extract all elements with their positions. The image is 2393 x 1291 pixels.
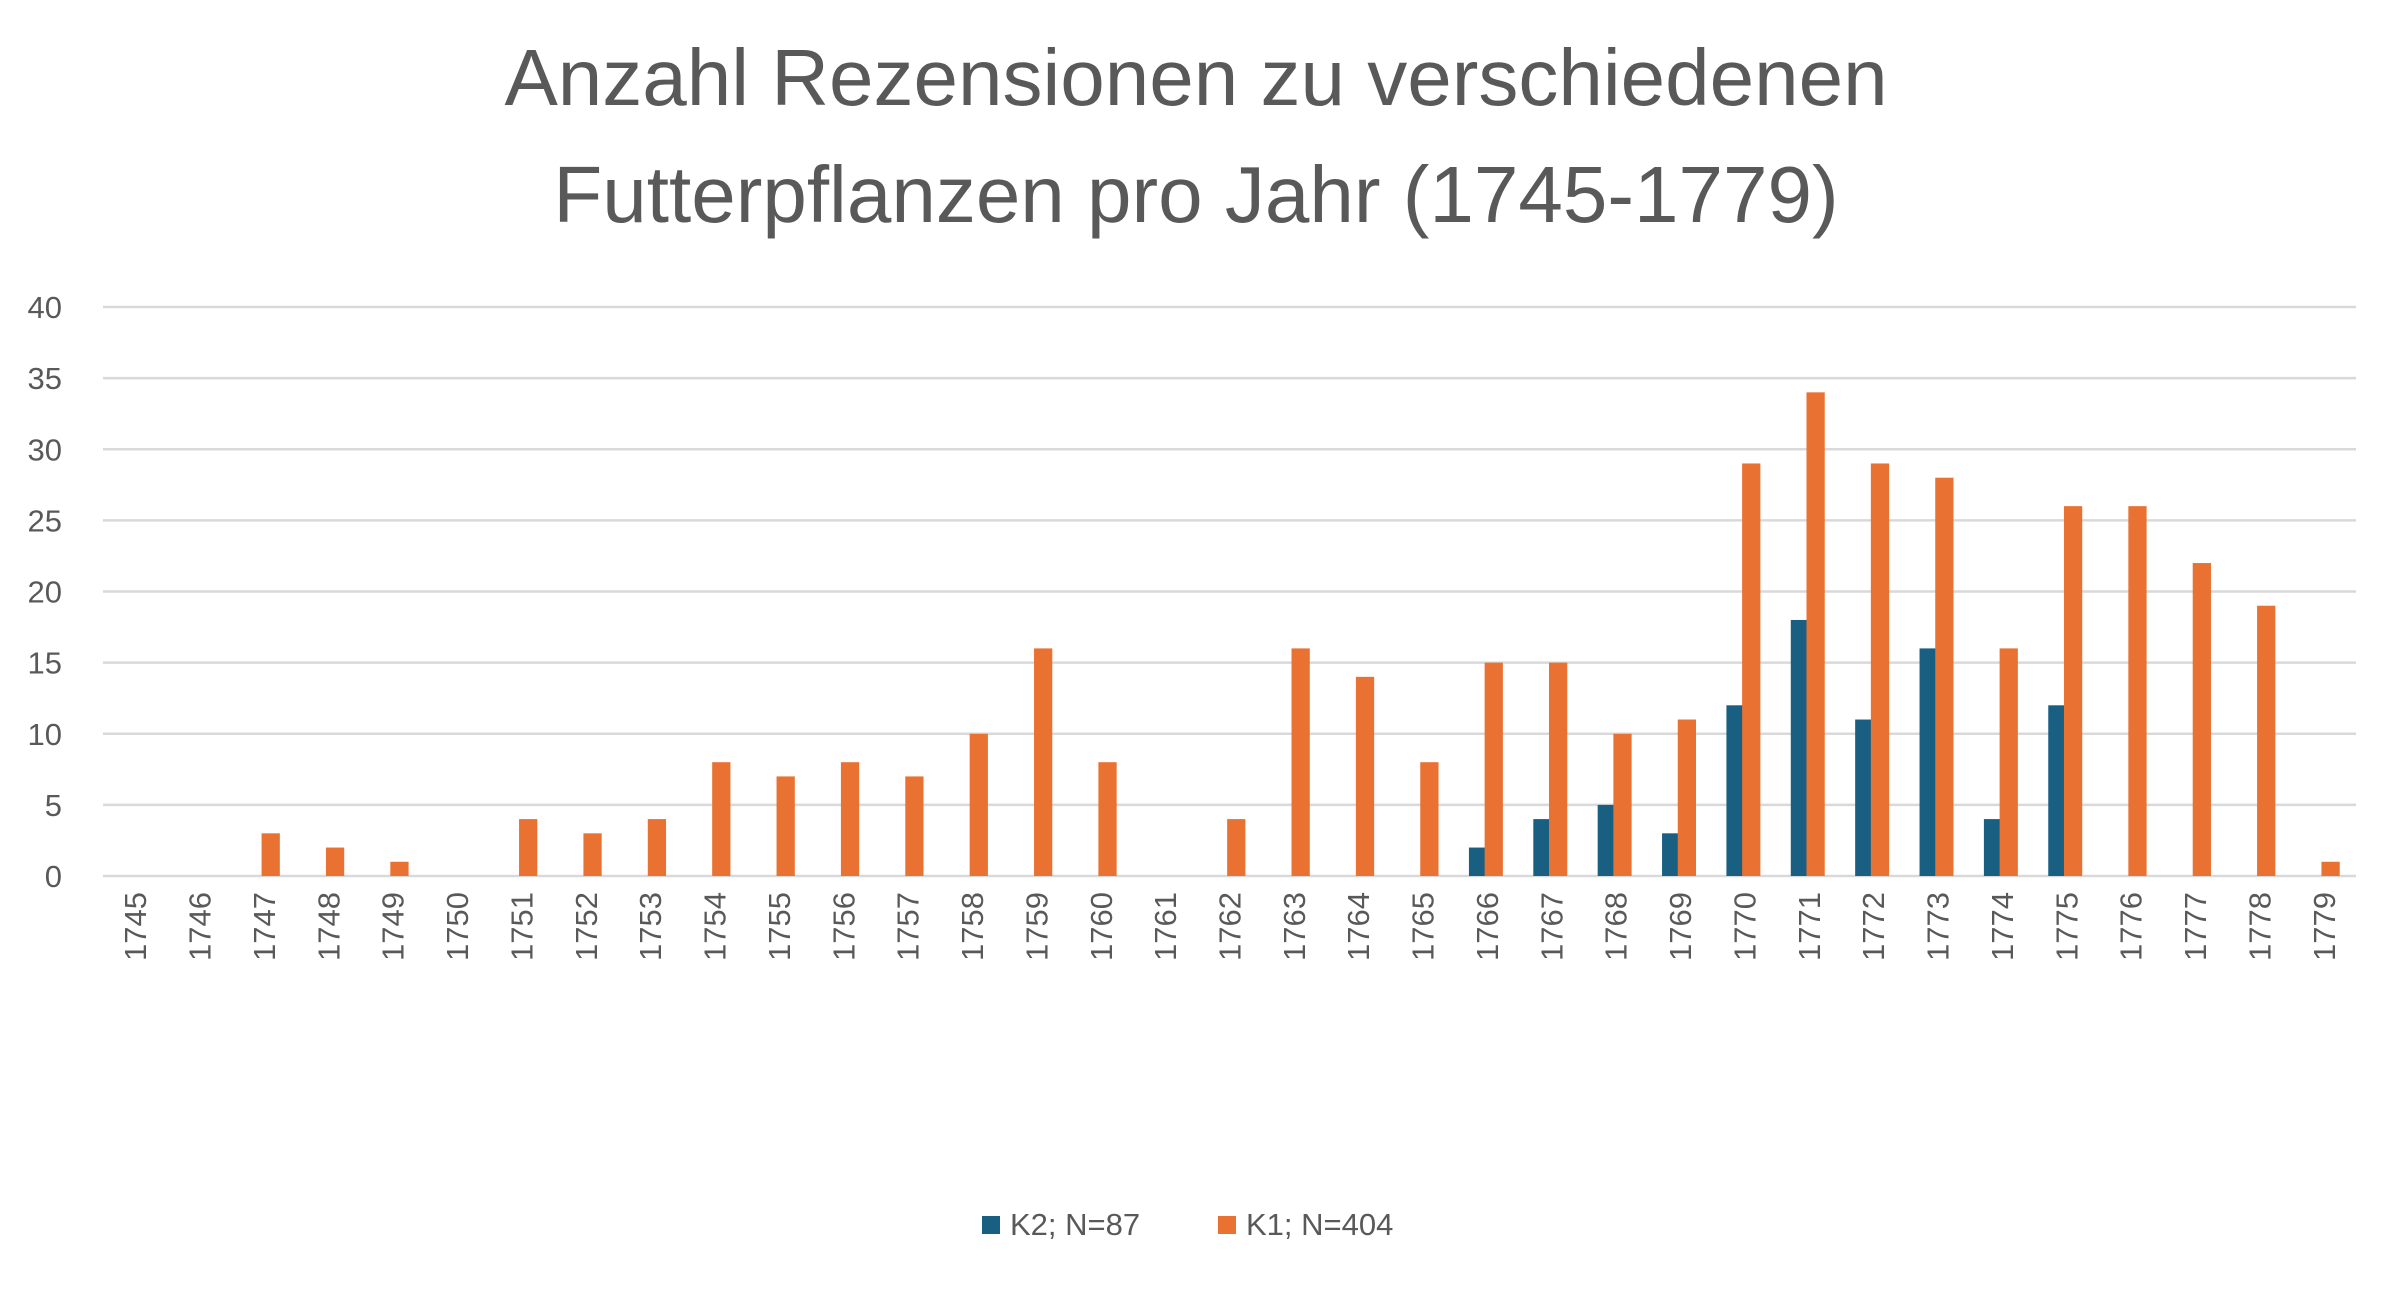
bar-k2 [1468, 847, 1488, 876]
x-axis-ticks: 1745 1746 1747 1748 1749 1750 1751 1752 1753 1754… [118, 892, 2342, 961]
y-tick-label: 40 [28, 290, 62, 325]
x-tick-label: 1774 [1985, 892, 2020, 961]
chart-title-line-2: Futterpflanzen pro Jahr (1745-1779) [553, 150, 1838, 239]
x-tick-label: 1746 [183, 892, 218, 961]
x-tick-label: 1750 [440, 892, 475, 961]
x-tick-label: 1749 [376, 892, 411, 961]
x-tick-label: 1772 [1856, 892, 1891, 961]
bar-k1 [776, 776, 795, 876]
x-tick-label: 1779 [2307, 892, 2342, 961]
legend-swatch [982, 1216, 1000, 1234]
y-tick-label: 25 [28, 503, 62, 538]
legend-label: K2; N=87 [1010, 1207, 1140, 1242]
bar-k1 [2192, 563, 2211, 876]
bar-k2 [1919, 648, 1938, 876]
x-tick-label: 1764 [1341, 892, 1376, 961]
bar-k1 [261, 833, 280, 876]
y-tick-label: 10 [28, 717, 62, 752]
bar-k1 [969, 733, 988, 876]
y-tick-label: 35 [28, 361, 62, 396]
x-tick-label: 1756 [826, 892, 861, 961]
y-tick-label: 15 [28, 646, 62, 681]
bar-k2 [1597, 804, 1616, 876]
x-tick-label: 1745 [118, 892, 153, 961]
bar-k1 [2128, 506, 2147, 876]
bar-k1 [1870, 463, 1890, 876]
bar-k1 [712, 762, 731, 876]
bar-k2 [2048, 705, 2067, 876]
bar-k1 [519, 819, 538, 876]
bar-k1 [647, 819, 667, 876]
bar-k1 [2321, 861, 2340, 876]
bar-k1 [583, 833, 602, 876]
y-tick-label: 30 [28, 432, 62, 467]
x-tick-label: 1759 [1019, 892, 1054, 961]
bar-k1 [390, 861, 409, 876]
bar-k2 [1790, 619, 1810, 876]
x-tick-label: 1763 [1277, 892, 1312, 961]
x-tick-label: 1776 [2114, 892, 2149, 961]
legend-label: K1; N=404 [1246, 1207, 1393, 1242]
bar-k2 [1726, 705, 1745, 876]
bar-k1 [1098, 762, 1117, 876]
x-tick-label: 1778 [2242, 892, 2277, 961]
x-tick-label: 1752 [569, 892, 604, 961]
x-tick-label: 1755 [762, 892, 797, 961]
x-tick-label: 1773 [1921, 892, 1956, 961]
bar-k1 [1291, 648, 1310, 876]
bar-k2 [1855, 719, 1874, 876]
bar-k1 [1935, 477, 1954, 876]
chart-title-line-1: Anzahl Rezensionen zu verschiedenen [504, 33, 1887, 122]
legend: K2; N=87 K1; N=404 [982, 1207, 1393, 1242]
x-tick-label: 1748 [311, 892, 346, 961]
bar-k2 [1983, 819, 2003, 876]
x-tick-label: 1768 [1599, 892, 1634, 961]
bar-k2 [1533, 819, 1552, 876]
bar-k1 [1420, 762, 1439, 876]
bar-k1 [2063, 506, 2083, 876]
x-tick-label: 1771 [1792, 892, 1827, 961]
x-tick-label: 1761 [1148, 892, 1183, 961]
gridlines [103, 305, 2356, 878]
x-tick-label: 1770 [1727, 892, 1762, 961]
y-tick-label: 20 [28, 575, 62, 610]
bar-k1 [840, 762, 860, 876]
x-tick-label: 1754 [698, 892, 733, 961]
bar-k1 [1484, 662, 1503, 876]
x-tick-label: 1747 [247, 892, 282, 961]
x-tick-label: 1767 [1534, 892, 1569, 961]
bar-k1 [1806, 392, 1825, 876]
x-tick-label: 1765 [1406, 892, 1441, 961]
y-axis-ticks: 0 5 10 15 20 25 30 35 40 [28, 290, 62, 894]
y-tick-label: 0 [45, 859, 62, 894]
x-tick-label: 1766 [1470, 892, 1505, 961]
x-tick-label: 1769 [1663, 892, 1698, 961]
x-tick-label: 1751 [504, 892, 539, 961]
bar-k1 [1549, 662, 1568, 876]
x-tick-label: 1762 [1213, 892, 1248, 961]
bar-k1 [1613, 733, 1632, 876]
x-tick-label: 1757 [891, 892, 926, 961]
y-tick-label: 5 [45, 788, 62, 823]
bar-k1 [2257, 605, 2276, 876]
x-tick-label: 1760 [1084, 892, 1119, 961]
x-tick-label: 1753 [633, 892, 668, 961]
bar-k1 [325, 847, 345, 876]
bar-k1 [905, 776, 924, 876]
x-tick-label: 1775 [2049, 892, 2084, 961]
bar-k1 [1999, 648, 2018, 876]
bars [261, 392, 2340, 876]
bar-k1 [1227, 819, 1246, 876]
bar-k1 [1355, 676, 1375, 876]
bar-k2 [1662, 833, 1681, 876]
bar-k1 [1742, 463, 1761, 876]
bar-k1 [1034, 648, 1053, 876]
x-tick-label: 1777 [2178, 892, 2213, 961]
legend-swatch [1218, 1216, 1236, 1234]
x-tick-label: 1758 [955, 892, 990, 961]
bar-k1 [1677, 719, 1696, 876]
